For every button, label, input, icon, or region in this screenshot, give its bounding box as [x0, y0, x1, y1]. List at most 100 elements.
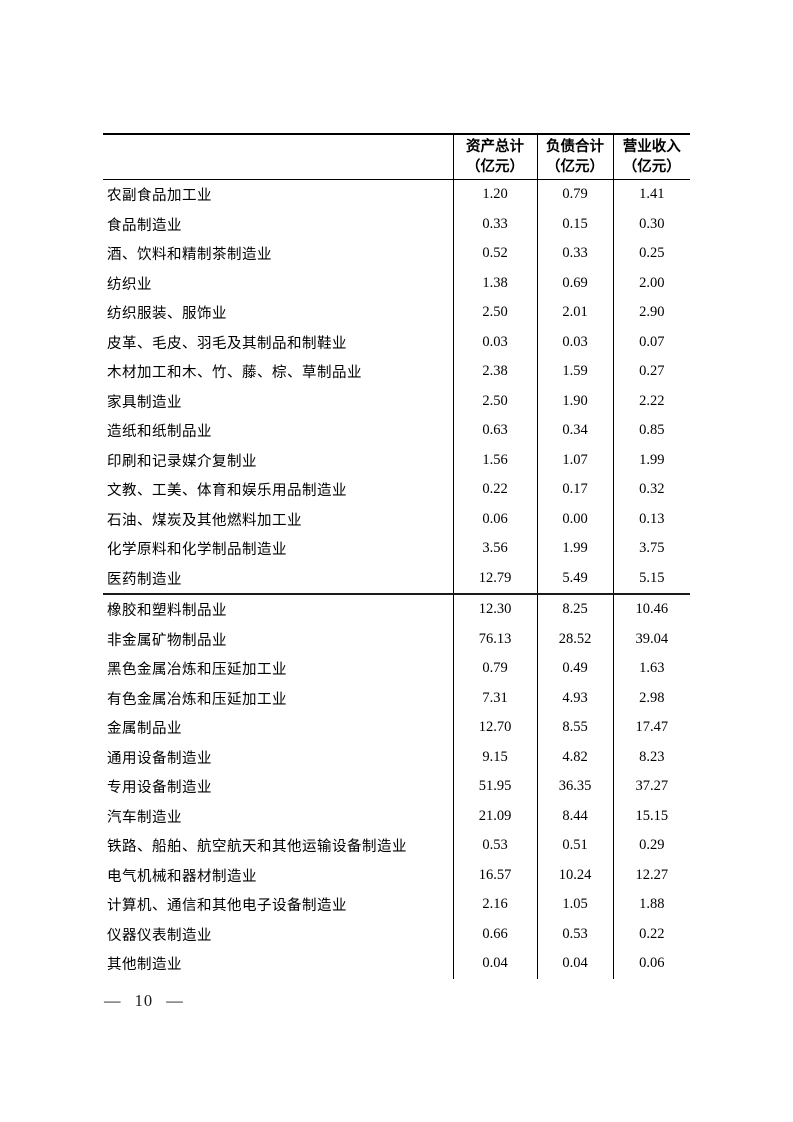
value-cell: 0.06	[452, 504, 537, 534]
industry-name-cell: 金属制品业	[107, 721, 182, 738]
value-cell: 2.00	[612, 268, 690, 298]
header-cell-0: 资产总计 （亿元）	[452, 134, 537, 180]
table-row: 石油、煤炭及其他燃料加工业 0.06 0.00 0.13	[103, 504, 690, 534]
industry-name-cell: 农副食品加工业	[107, 188, 212, 205]
value-cell: 0.07	[612, 327, 690, 357]
table-row: 造纸和纸制品业 0.63 0.34 0.85	[103, 416, 690, 446]
value-cell: 1.56	[452, 445, 537, 475]
table-row: 皮革、毛皮、羽毛及其制品和制鞋业 0.03 0.03 0.07	[103, 327, 690, 357]
value-cell: 0.29	[612, 831, 690, 861]
table-row: 铁路、船舶、航空航天和其他运输设备制造业 0.53 0.51 0.29	[103, 831, 690, 861]
industry-name-cell: 专用设备制造业	[107, 780, 212, 797]
industry-name-cell: 皮革、毛皮、羽毛及其制品和制鞋业	[107, 335, 347, 352]
value-cell: 8.23	[612, 742, 690, 772]
industry-name-cell: 木材加工和木、竹、藤、棕、草制品业	[107, 365, 362, 382]
table-row: 印刷和记录媒介复制业 1.56 1.07 1.99	[103, 445, 690, 475]
value-cell: 8.25	[536, 593, 613, 625]
value-cell: 51.95	[452, 772, 537, 802]
value-cell: 0.51	[536, 831, 613, 861]
header-title: 资产总计	[466, 138, 524, 155]
table-row: 化学原料和化学制品制造业 3.56 1.99 3.75	[103, 534, 690, 564]
table-row: 黑色金属冶炼和压延加工业 0.79 0.49 1.63	[103, 654, 690, 684]
value-cell: 8.44	[536, 801, 613, 831]
industry-name-cell: 非金属矿物制品业	[107, 632, 227, 649]
value-cell: 16.57	[452, 860, 537, 890]
value-cell: 12.27	[612, 860, 690, 890]
value-cell: 5.49	[536, 563, 613, 594]
industry-statistics-table: 资产总计 （亿元） 负债合计 （亿元） 营业收入 （亿元） 农副食品加工业 1.20 0.79…	[103, 133, 690, 979]
value-cell: 2.16	[452, 890, 537, 920]
value-cell: 1.90	[536, 386, 613, 416]
table-row: 专用设备制造业 51.95 36.35 37.27	[103, 772, 690, 802]
header-stub-cell	[103, 134, 453, 180]
industry-name-cell: 仪器仪表制造业	[107, 927, 212, 944]
value-cell: 0.53	[536, 919, 613, 949]
value-cell: 0.79	[536, 179, 613, 210]
value-cell: 5.15	[612, 563, 690, 594]
value-cell: 0.03	[452, 327, 537, 357]
value-cell: 0.22	[612, 919, 690, 949]
industry-name-cell: 有色金属冶炼和压延加工业	[107, 691, 287, 708]
value-cell: 1.07	[536, 445, 613, 475]
table-row: 文教、工美、体育和娱乐用品制造业 0.22 0.17 0.32	[103, 475, 690, 505]
table-row: 非金属矿物制品业 76.13 28.52 39.04	[103, 624, 690, 654]
table-row: 电气机械和器材制造业 16.57 10.24 12.27	[103, 860, 690, 890]
industry-name-cell: 家具制造业	[107, 394, 182, 411]
value-cell: 0.04	[536, 949, 613, 979]
table-row: 食品制造业 0.33 0.15 0.30	[103, 209, 690, 239]
table-row: 计算机、通信和其他电子设备制造业 2.16 1.05 1.88	[103, 890, 690, 920]
header-title: 营业收入	[622, 138, 681, 155]
industry-name-cell: 食品制造业	[107, 217, 182, 234]
header-unit: （亿元）	[546, 159, 604, 175]
value-cell: 10.24	[536, 860, 613, 890]
value-cell: 2.38	[452, 357, 537, 387]
page-number: — 10 —	[104, 991, 184, 1010]
value-cell: 12.79	[452, 563, 537, 594]
value-cell: 0.22	[452, 475, 537, 505]
value-cell: 0.04	[452, 949, 537, 979]
value-cell: 1.41	[612, 179, 690, 210]
value-cell: 9.15	[452, 742, 537, 772]
table-row: 仪器仪表制造业 0.66 0.53 0.22	[103, 919, 690, 949]
industry-name-cell: 纺织服装、服饰业	[107, 306, 227, 323]
value-cell: 0.06	[612, 949, 690, 979]
table-row: 纺织服装、服饰业 2.50 2.01 2.90	[103, 298, 690, 328]
industry-name-cell: 医药制造业	[107, 571, 182, 588]
value-cell: 4.82	[536, 742, 613, 772]
table-row: 家具制造业 2.50 1.90 2.22	[103, 386, 690, 416]
value-cell: 2.01	[536, 298, 613, 328]
value-cell: 2.90	[612, 298, 690, 328]
table-row: 农副食品加工业 1.20 0.79 1.41	[103, 179, 690, 210]
value-cell: 0.17	[536, 475, 613, 505]
value-cell: 0.03	[536, 327, 613, 357]
value-cell: 2.50	[452, 298, 537, 328]
table-row: 橡胶和塑料制品业 12.30 8.25 10.46	[103, 593, 690, 625]
value-cell: 1.59	[536, 357, 613, 387]
value-cell: 8.55	[536, 713, 613, 743]
industry-name-cell: 文教、工美、体育和娱乐用品制造业	[107, 483, 347, 500]
value-cell: 1.38	[452, 268, 537, 298]
header-row: 资产总计 （亿元） 负债合计 （亿元） 营业收入 （亿元）	[103, 134, 690, 180]
industry-name-cell: 印刷和记录媒介复制业	[107, 453, 257, 470]
value-cell: 0.30	[612, 209, 690, 239]
value-cell: 0.15	[536, 209, 613, 239]
value-cell: 37.27	[612, 772, 690, 802]
industry-name-cell: 黑色金属冶炼和压延加工业	[107, 662, 287, 679]
header-cell-2: 营业收入 （亿元）	[612, 134, 690, 180]
table-row: 其他制造业 0.04 0.04 0.06	[103, 949, 690, 979]
value-cell: 0.53	[452, 831, 537, 861]
header-cell-1: 负债合计 （亿元）	[536, 134, 613, 180]
value-cell: 2.50	[452, 386, 537, 416]
value-cell: 0.27	[612, 357, 690, 387]
header-unit: （亿元）	[466, 159, 524, 175]
industry-name-cell: 橡胶和塑料制品业	[103, 593, 453, 625]
table-row: 汽车制造业 21.09 8.44 15.15	[103, 801, 690, 831]
value-cell: 1.05	[536, 890, 613, 920]
table-header: 资产总计 （亿元） 负债合计 （亿元） 营业收入 （亿元）	[103, 134, 690, 180]
header-unit: （亿元）	[622, 159, 681, 175]
industry-name-cell: 化学原料和化学制品制造业	[107, 542, 287, 559]
value-cell: 3.56	[452, 534, 537, 564]
value-cell: 12.30	[452, 593, 537, 625]
value-cell: 17.47	[612, 713, 690, 743]
